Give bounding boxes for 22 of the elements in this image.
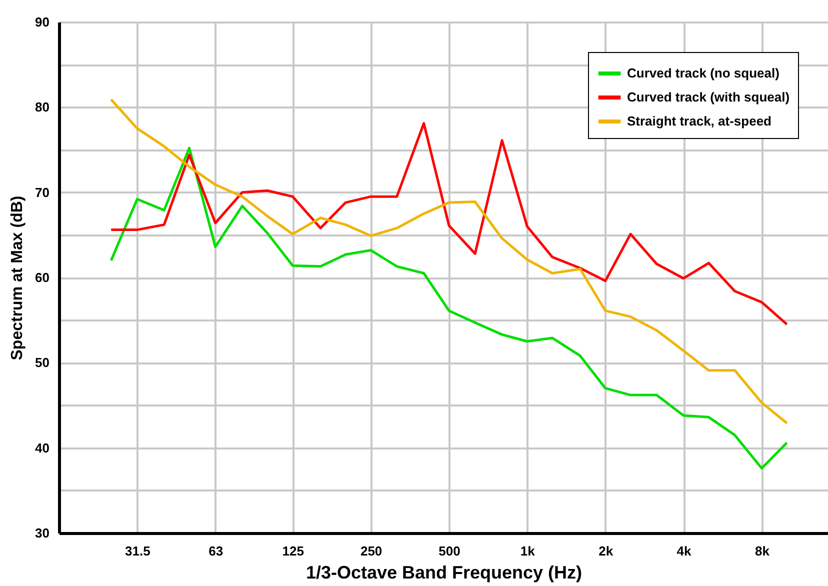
x-axis-title: 1/3-Octave Band Frequency (Hz) [306,562,582,582]
y-axis-title: Spectrum at Max (dB) [9,196,26,360]
x-tick-label: 125 [282,544,304,558]
y-tick-label: 40 [35,440,50,456]
x-tick-label: 31.5 [125,544,150,558]
x-tick-label: 63 [208,544,224,558]
y-tick-label: 30 [35,526,50,540]
x-tick-label: 1k [520,544,536,558]
x-tick-label: 250 [360,544,382,558]
y-tick-label: 50 [35,355,50,370]
x-tick-label: 4k [676,544,692,558]
x-tick-label: 2k [598,544,614,558]
legend-label: Straight track, at-speed [627,114,772,128]
x-tick-label: 500 [438,544,460,558]
legend-label: Curved track (no squeal) [627,66,780,80]
y-tick-label: 60 [35,270,50,285]
y-tick-label: 90 [35,14,50,30]
line-series [110,146,788,470]
y-tick-label: 70 [35,184,50,200]
x-tick-label: 8k [754,544,770,558]
y-tick-label: 80 [35,100,50,115]
legend-label: Curved track (with squeal) [627,90,790,104]
